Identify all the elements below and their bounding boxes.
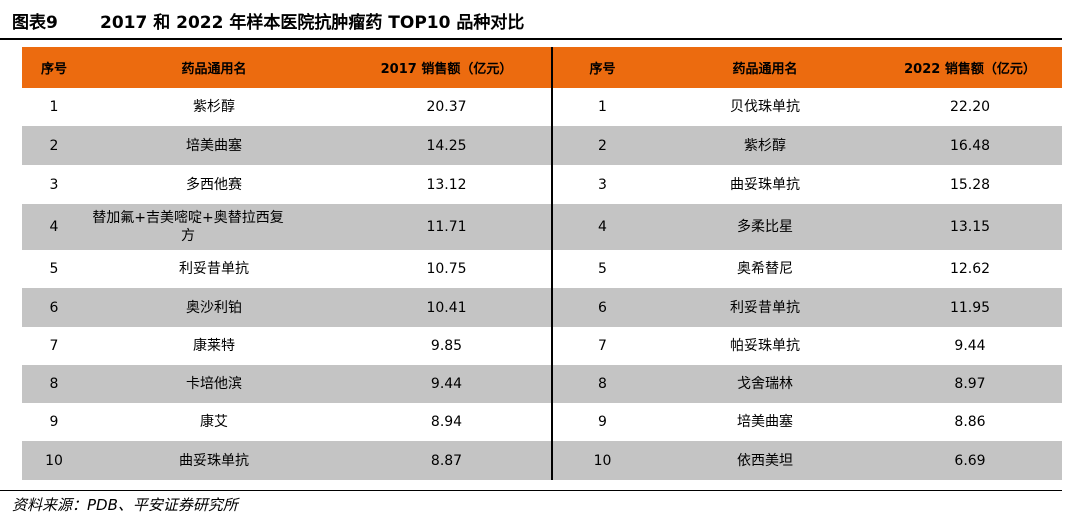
cell-sales-2017: 9.44	[342, 365, 553, 403]
cell-rank-2022: 2	[598, 137, 607, 154]
cell-sales-2022: 13.15	[949, 219, 991, 235]
table-row: 9 康艾 8.94 9 培美曲塞 8.86	[22, 403, 1062, 441]
cell-rank-2017: 9	[49, 414, 59, 430]
cell-sales-2017: 20.37	[342, 88, 553, 126]
cell-rank-2017: 4	[49, 219, 59, 235]
table-row: 10 曲妥珠单抗 8.87 10 依西美坦 6.69	[22, 441, 1062, 480]
cell-rank-2022: 3	[598, 176, 607, 193]
cell-rank-2017: 8	[49, 376, 59, 392]
source-note: 资料来源：PDB、平安证券研究所	[12, 496, 238, 514]
cell-rank-2017: 2	[49, 137, 59, 154]
cell-drug-2022: 利妥昔单抗	[730, 299, 800, 316]
cell-rank-2017: 7	[49, 338, 59, 354]
cell-drug-2017: 紫杉醇	[193, 99, 235, 115]
cell-drug-2017: 卡培他滨	[186, 376, 242, 392]
cell-rank-2022: 1	[598, 99, 607, 115]
cell-rank-2017: 3	[49, 176, 59, 193]
cell-drug-2022: 奥希替尼	[737, 261, 793, 277]
cell-drug-2017: 康艾	[200, 414, 228, 430]
table-row: 2 培美曲塞 14.25 2 紫杉醇 16.48	[22, 126, 1062, 165]
cell-sales-2022: 8.97	[954, 376, 986, 392]
cell-sales-2022: 22.20	[949, 99, 991, 115]
cell-drug-2022: 曲妥珠单抗	[730, 176, 800, 193]
cell-rank-2022: 7	[598, 338, 607, 354]
cell-drug-2022: 贝伐珠单抗	[730, 99, 800, 115]
cell-drug-2017: 康莱特	[193, 338, 235, 354]
cell-drug-2022: 多柔比星	[737, 219, 793, 235]
title-rule	[0, 38, 1062, 40]
table-row: 8 卡培他滨 9.44 8 戈舍瑞林 8.97	[22, 365, 1062, 403]
cell-rank-2017: 6	[49, 299, 59, 316]
cell-sales-2017: 8.87	[342, 441, 553, 480]
cell-drug-2022: 帕妥珠单抗	[730, 338, 800, 354]
cell-rank-2017: 5	[49, 261, 59, 277]
cell-sales-2022: 15.28	[949, 176, 991, 193]
comparison-table-container: 序号 药品通用名 2017 销售额（亿元） 序号 药品通用名 2022 销售额（…	[22, 47, 1062, 480]
table-body: 1 紫杉醇 20.37 1 贝伐珠单抗 22.20 2 培美曲塞 14.25 2 紫杉醇 16.48 3…	[22, 88, 1062, 480]
header-rank-2017: 序号	[40, 62, 67, 77]
cell-rank-2022: 9	[598, 414, 607, 430]
cell-drug-2017: 替加氟+吉美嘧啶+奥替拉西复方	[92, 210, 284, 244]
cell-sales-2017: 11.71	[342, 204, 553, 250]
table-row: 6 奥沙利铂 10.41 6 利妥昔单抗 11.95	[22, 288, 1062, 327]
cell-drug-2017: 曲妥珠单抗	[179, 452, 249, 469]
figure-label: 图表9	[12, 13, 58, 33]
cell-rank-2022: 8	[598, 376, 607, 392]
cell-sales-2022: 6.69	[954, 452, 986, 469]
header-drug-2022: 药品通用名	[732, 62, 798, 77]
cell-drug-2017: 奥沙利铂	[186, 299, 242, 316]
cell-sales-2017: 13.12	[342, 165, 553, 204]
cell-sales-2022: 8.86	[954, 414, 986, 430]
cell-rank-2017: 10	[45, 452, 63, 469]
cell-drug-2022: 依西美坦	[737, 452, 793, 469]
cell-drug-2022: 戈舍瑞林	[737, 376, 793, 392]
table-row: 7 康莱特 9.85 7 帕妥珠单抗 9.44	[22, 327, 1062, 365]
cell-sales-2022: 11.95	[949, 299, 991, 316]
cell-sales-2022: 16.48	[949, 137, 991, 154]
figure-title: 图表9 2017 和 2022 年样本医院抗肿瘤药 TOP10 品种对比	[12, 8, 524, 33]
header-sales-2022: 2022 销售额（亿元）	[904, 62, 1036, 77]
cell-sales-2017: 10.75	[342, 250, 553, 288]
figure-title-bar: 图表9 2017 和 2022 年样本医院抗肿瘤药 TOP10 品种对比	[0, 0, 1080, 40]
cell-drug-2017: 利妥昔单抗	[179, 261, 249, 277]
cell-sales-2017: 9.85	[342, 327, 553, 365]
cell-drug-2022: 培美曲塞	[737, 414, 793, 430]
cell-sales-2022: 12.62	[949, 261, 991, 277]
table-row: 3 多西他赛 13.12 3 曲妥珠单抗 15.28	[22, 165, 1062, 204]
header-drug-2017: 药品通用名	[181, 62, 247, 77]
cell-sales-2017: 10.41	[342, 288, 553, 327]
table-row: 5 利妥昔单抗 10.75 5 奥希替尼 12.62	[22, 250, 1062, 288]
header-row: 序号 药品通用名 2017 销售额（亿元） 序号 药品通用名 2022 销售额（…	[22, 47, 1062, 88]
cell-rank-2022: 5	[598, 261, 607, 277]
cell-rank-2022: 6	[598, 299, 607, 316]
cell-sales-2017: 14.25	[342, 126, 553, 165]
cell-rank-2017: 1	[49, 99, 59, 115]
figure-title-text: 2017 和 2022 年样本医院抗肿瘤药 TOP10 品种对比	[100, 13, 525, 33]
footer-rule	[0, 490, 1062, 491]
table-row: 4 替加氟+吉美嘧啶+奥替拉西复方 11.71 4 多柔比星 13.15	[22, 204, 1062, 250]
cell-sales-2017: 8.94	[342, 403, 553, 441]
cell-drug-2022: 紫杉醇	[744, 137, 786, 154]
table-row: 1 紫杉醇 20.37 1 贝伐珠单抗 22.20	[22, 88, 1062, 126]
cell-rank-2022: 4	[598, 219, 607, 235]
header-rank-2022: 序号	[589, 62, 616, 77]
cell-drug-2017: 培美曲塞	[186, 137, 242, 154]
header-sales-2017: 2017 销售额（亿元）	[342, 47, 553, 88]
cell-sales-2022: 9.44	[954, 338, 986, 354]
comparison-table: 序号 药品通用名 2017 销售额（亿元） 序号 药品通用名 2022 销售额（…	[22, 47, 1062, 480]
cell-drug-2017: 多西他赛	[186, 176, 242, 193]
cell-rank-2022: 10	[593, 452, 612, 469]
